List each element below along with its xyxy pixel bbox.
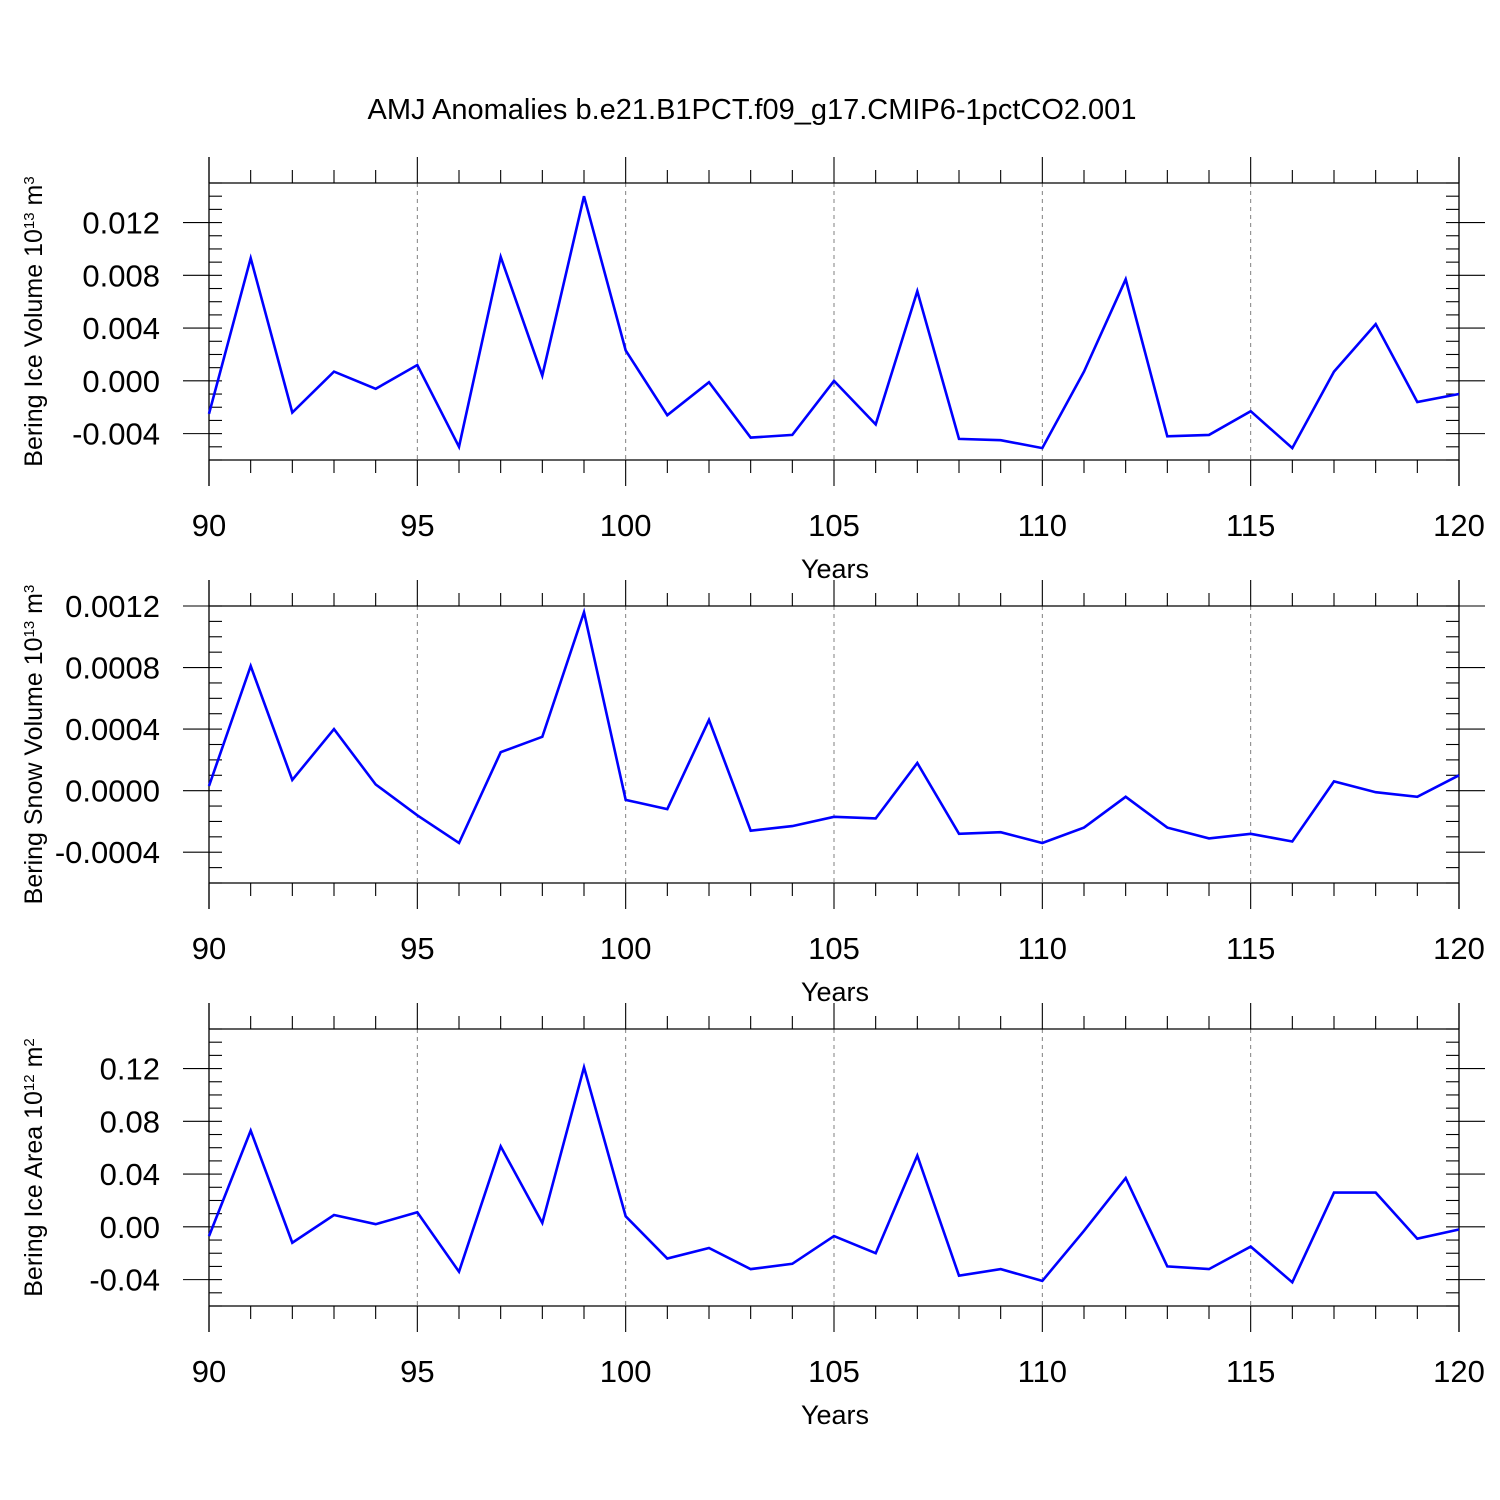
y-tick-label: 0.008 [82, 258, 160, 293]
series-line [207, 195, 1460, 451]
x-tick-label: 105 [808, 931, 860, 966]
x-tick-label: 115 [1226, 508, 1275, 543]
panel-1: 90 95 100 105 110 115 120 -0.004 0.000 0.004 0.008… [20, 157, 1485, 584]
y-tick-label: 0.0000 [65, 774, 160, 809]
x-tick-label: 100 [600, 931, 652, 966]
y-tick-label: 0.0012 [65, 589, 160, 624]
y-tick-label: -0.004 [72, 417, 160, 452]
x-tick-label: 120 [1433, 931, 1485, 966]
x-tick-label: 115 [1226, 931, 1275, 966]
y-label-text: Bering Ice Area 10 [20, 1091, 48, 1297]
y-tick-label: 0.004 [82, 311, 160, 346]
panel-3: 90 95 100 105 110 115 120 -0.04 0.00 0.04 0.08 0.12… [20, 1003, 1485, 1430]
y-label-text: m [20, 593, 48, 621]
y-label-superscript: 3 [21, 585, 38, 593]
y-tick-label: 0.000 [82, 364, 160, 399]
x-tick-label: 90 [192, 1354, 226, 1389]
y-label-text: m [20, 1047, 48, 1075]
x-tick-label: 115 [1226, 1354, 1275, 1389]
y-label-superscript: 12 [21, 1074, 38, 1091]
y-tick-label: 0.0004 [65, 712, 160, 747]
y-tick-label: -0.0004 [55, 835, 160, 870]
y-label-superscript: 3 [21, 176, 38, 184]
series-line [207, 607, 1460, 845]
x-tick-label: 95 [400, 931, 434, 966]
x-tick-label: 110 [1018, 931, 1067, 966]
x-tick-label: 110 [1018, 1354, 1067, 1389]
x-tick-label: 105 [808, 508, 860, 543]
y-tick-label: -0.04 [89, 1263, 160, 1298]
x-tick-label: 90 [192, 931, 226, 966]
x-axis-label: Years [801, 977, 869, 1007]
y-label-superscript: 2 [21, 1038, 38, 1046]
x-tick-label: 110 [1018, 508, 1067, 543]
y-label-superscript: 13 [21, 212, 38, 229]
y-label-text: Bering Ice Volume 10 [20, 229, 48, 467]
y-tick-label: 0.0008 [65, 651, 160, 686]
y-tick-label: 0.00 [100, 1210, 160, 1245]
figure-title: AMJ Anomalies b.e21.B1PCT.f09_g17.CMIP6-… [368, 94, 1137, 126]
y-axis-label: Bering Ice Volume 1013 m3 [20, 176, 48, 466]
y-label-text: m [20, 185, 48, 213]
x-tick-label: 95 [400, 508, 434, 543]
x-axis-label: Years [801, 554, 869, 584]
x-tick-label: 105 [808, 1354, 860, 1389]
y-tick-label: 0.012 [82, 206, 160, 241]
y-axis-label: Bering Snow Volume 1013 m3 [20, 585, 48, 905]
y-tick-label: 0.12 [100, 1052, 160, 1087]
x-axis-label: Years [801, 1400, 869, 1430]
y-axis-label: Bering Ice Area 1012 m2 [20, 1038, 48, 1297]
x-tick-label: 120 [1433, 1354, 1485, 1389]
x-tick-label: 100 [600, 508, 652, 543]
x-tick-label: 90 [192, 508, 226, 543]
y-label-text: Bering Snow Volume 10 [20, 637, 48, 904]
x-tick-label: 100 [600, 1354, 652, 1389]
y-tick-label: 0.08 [100, 1104, 160, 1139]
y-tick-label: 0.04 [100, 1157, 160, 1192]
y-label-superscript: 13 [21, 621, 38, 638]
x-tick-label: 95 [400, 1354, 434, 1389]
panel-2: 90 95 100 105 110 115 120 -0.0004 0.0000 0.0004 0.… [20, 580, 1485, 1007]
x-tick-label: 120 [1433, 508, 1485, 543]
